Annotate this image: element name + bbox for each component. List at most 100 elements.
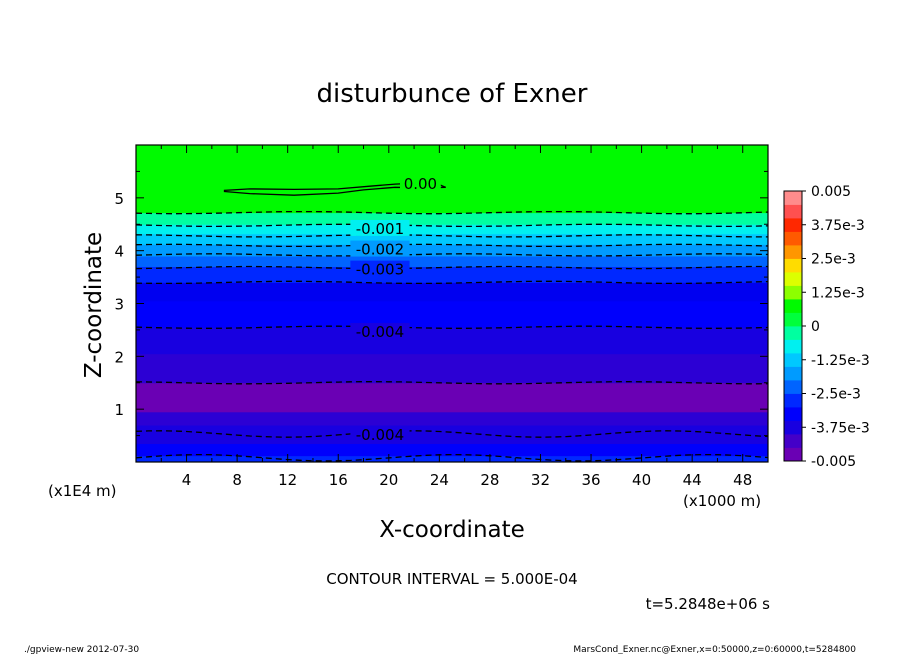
contour-band-2 — [136, 425, 768, 445]
colorbar-swatch — [784, 380, 802, 394]
contour-band-14 — [136, 212, 768, 225]
colorbar-swatch — [784, 258, 802, 273]
footer-source: MarsCond_Exner.nc@Exner,x=0:50000,z=0:60… — [573, 645, 856, 654]
colorbar — [783, 190, 803, 462]
contour-label: -0.004 — [356, 323, 404, 341]
colorbar-swatch — [784, 326, 802, 340]
contour-label: -0.004 — [356, 426, 404, 444]
contour-label-bg — [350, 260, 410, 277]
contour-band-15 — [136, 145, 768, 214]
contour-band-12 — [136, 233, 768, 245]
y-unit-label: (x1E4 m) — [48, 482, 117, 500]
x-tick-label: 40 — [632, 471, 651, 489]
contour-label: -0.002 — [356, 241, 404, 259]
contour-band-11 — [136, 244, 768, 257]
y-tick-label: 5 — [114, 190, 124, 208]
colorbar-swatch — [784, 434, 802, 448]
colorbar-swatch — [784, 353, 802, 367]
contour-label: -0.001 — [356, 220, 404, 238]
colorbar-swatch — [784, 312, 802, 327]
contour-label-bg — [350, 425, 410, 442]
colorbar-tick-label: 1.25e-3 — [811, 285, 865, 301]
y-axis-title: Z-coordinate — [81, 232, 107, 378]
colorbar-tick-label: 2.5e-3 — [811, 252, 856, 268]
footer-program: ./gpview-new 2012-07-30 — [24, 645, 139, 654]
colorbar-tick-label: -2.5e-3 — [811, 387, 861, 403]
time-label: t=5.2848e+06 s — [646, 595, 771, 613]
y-tick-label: 2 — [114, 348, 124, 366]
dashed-contour-line — [135, 223, 769, 228]
contour-band-10 — [136, 255, 768, 268]
contour-band-5 — [136, 353, 768, 384]
x-axis-title: X-coordinate — [379, 517, 525, 543]
colorbar-swatch — [784, 285, 802, 300]
dashed-contour-line — [135, 210, 769, 215]
dashed-contour-line — [135, 453, 769, 462]
x-tick-label: 12 — [278, 471, 297, 489]
colorbar-swatch — [784, 420, 802, 435]
dashed-contour-line — [135, 280, 769, 285]
colorbar-swatch — [784, 339, 802, 354]
colorbar-swatch — [784, 447, 802, 462]
x-unit-label: (x1000 m) — [683, 492, 761, 510]
x-tick-label: 4 — [182, 471, 192, 489]
colorbar-swatch — [784, 393, 802, 408]
contour-band-1 — [136, 443, 768, 457]
dashed-contour-line — [135, 325, 769, 329]
x-tick-label: 20 — [379, 471, 398, 489]
contour-band-13 — [136, 224, 768, 235]
contour-band-3 — [136, 411, 768, 426]
colorbar-swatch — [784, 218, 802, 232]
colorbar-tick-label: 0 — [811, 319, 820, 335]
x-tick-label: 28 — [480, 471, 499, 489]
colorbar-swatch — [784, 191, 802, 205]
contour-band-9 — [136, 266, 768, 283]
x-tick-label: 48 — [733, 471, 752, 489]
colorbar-tick-label: -0.005 — [811, 454, 856, 470]
colorbar-tick-label: -1.25e-3 — [811, 353, 870, 369]
colorbar-tick-label: 3.75e-3 — [811, 218, 865, 234]
contour-band-4 — [136, 382, 768, 413]
y-tick-label: 1 — [114, 401, 124, 419]
contour-band-8 — [136, 282, 768, 302]
plot-area: 0.00 -0.001 -0.002 -0.003 -0.004 -0.004 — [135, 144, 769, 463]
x-tick-label: 36 — [581, 471, 600, 489]
x-axis: 4 8 12 16 20 24 28 32 36 40 44 48 — [160, 145, 769, 489]
colorbar-ticks: 0.005 3.75e-3 2.5e-3 1.25e-3 0 -1.25e-3 -2.5e-… — [802, 184, 870, 470]
colorbar-swatch — [784, 245, 802, 259]
contour-label-bg — [350, 322, 410, 339]
colorbar-swatch — [784, 366, 802, 381]
x-tick-label: 32 — [531, 471, 550, 489]
dashed-contour-line — [135, 243, 769, 248]
colorbar-swatch — [784, 204, 802, 219]
x-tick-label: 44 — [683, 471, 702, 489]
colorbar-swatch — [784, 231, 802, 246]
contour-band-0 — [136, 455, 768, 463]
x-tick-label: 16 — [329, 471, 348, 489]
y-axis: 1 2 3 4 5 — [114, 144, 768, 437]
colorbar-tick-label: 0.005 — [811, 184, 851, 200]
contour-interval-label: CONTOUR INTERVAL = 5.000E-04 — [326, 570, 577, 588]
dashed-contour-line — [135, 265, 768, 270]
y-tick-label: 4 — [114, 243, 124, 261]
dashed-contour-line — [135, 430, 769, 438]
contour-label: 0.00 — [404, 175, 437, 193]
dashed-contour-line — [135, 381, 769, 385]
x-tick-label: 24 — [430, 471, 449, 489]
chart-title: disturbunce of Exner — [317, 79, 588, 109]
contour-label-bg — [350, 219, 410, 236]
contour-band-6 — [136, 327, 768, 355]
contour-label: -0.003 — [356, 261, 404, 279]
contour-label-bg — [350, 240, 410, 257]
x-tick-label: 8 — [232, 471, 242, 489]
y-tick-label: 3 — [114, 296, 124, 314]
dashed-contour-line — [135, 234, 768, 238]
colorbar-swatch — [784, 299, 802, 313]
dashed-contour-line — [135, 253, 769, 257]
colorbar-tick-label: -3.75e-3 — [811, 420, 870, 436]
contour-label-bg — [400, 175, 441, 192]
colorbar-swatch — [784, 407, 802, 421]
colorbar-swatch — [784, 272, 802, 286]
contour-band-7 — [136, 300, 768, 328]
